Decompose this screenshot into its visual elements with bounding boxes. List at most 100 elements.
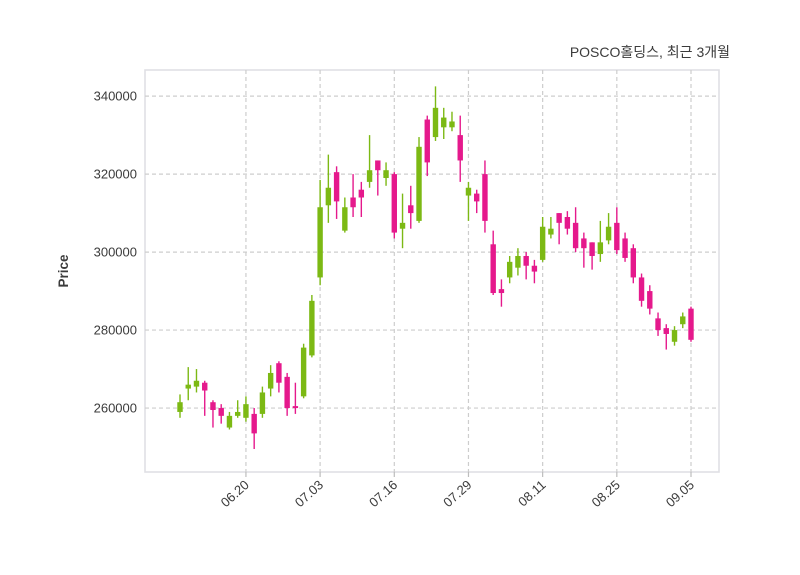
candle [424, 115, 430, 177]
candle-body-down [375, 160, 381, 171]
candle [482, 160, 488, 233]
candle [556, 213, 562, 245]
candle-body-up [300, 347, 307, 397]
candle-body-down [663, 328, 669, 334]
x-tick-label: 08.25 [589, 477, 623, 510]
candle [531, 259, 538, 284]
candle-body-up [243, 404, 249, 418]
candle-body-down [350, 197, 356, 208]
candle [408, 185, 414, 229]
candle-body-up [432, 107, 439, 138]
candle-body-up [325, 187, 332, 206]
candle [416, 137, 422, 223]
candle-body-down [523, 255, 529, 266]
candle [622, 232, 628, 262]
candle [572, 207, 579, 253]
candle [663, 324, 669, 350]
candle [251, 408, 257, 449]
candle [366, 135, 373, 188]
candle [688, 306, 694, 342]
y-tick-label: 260000 [94, 401, 137, 416]
candle [317, 179, 323, 286]
candle-body-up [548, 228, 554, 235]
candle-body-down [218, 408, 224, 416]
candle [391, 172, 397, 239]
candle [548, 216, 554, 239]
candle [597, 220, 604, 262]
candle [432, 86, 439, 141]
candle-body-down [210, 402, 216, 411]
candle [300, 343, 307, 399]
candle [498, 279, 505, 307]
candle-body-up [399, 222, 406, 229]
candle-body-up [539, 226, 546, 260]
candle [375, 160, 381, 196]
candle [259, 386, 266, 418]
candle [177, 394, 183, 418]
candle [185, 367, 191, 401]
candle [243, 396, 249, 422]
candle-body-down [292, 406, 299, 409]
candle-body-up [226, 415, 233, 428]
candle-body-down [251, 413, 257, 434]
candle [218, 404, 224, 424]
candle-body-up [267, 372, 274, 389]
candle [589, 242, 595, 270]
x-tick-label: 09.05 [663, 477, 697, 510]
candle-body-down [474, 193, 480, 202]
candle-body-down [622, 238, 628, 258]
candle [292, 382, 299, 414]
candle [399, 193, 406, 249]
candle-body-down [564, 216, 571, 229]
candle [350, 174, 356, 217]
candle [474, 189, 480, 214]
candle [267, 365, 274, 397]
candle-body-up [449, 121, 455, 128]
candle-body-down [581, 238, 587, 249]
candle-body-down [647, 291, 653, 309]
candle-body-down [202, 382, 208, 391]
plot-area [144, 69, 720, 473]
y-tick-label: 280000 [94, 323, 137, 338]
chart-title: POSCO홀딩스, 최근 3개월 [570, 44, 730, 60]
candle-body-up [366, 170, 373, 182]
candle [309, 294, 315, 358]
candle-body-up [193, 380, 200, 387]
candle [465, 181, 472, 221]
candle [655, 312, 661, 336]
candle-body-down [556, 213, 562, 223]
candle-body-up [671, 330, 678, 342]
candle [457, 115, 463, 182]
axis-labels: 260000 280000 300000 320000 340000 06.20 07.03… [94, 89, 697, 510]
axis-ticks [245, 472, 692, 477]
candle [333, 166, 340, 219]
candle [284, 372, 290, 416]
candle-body-up [177, 402, 183, 412]
candle-body-down [276, 363, 282, 383]
candle [680, 312, 686, 329]
candle-body-down [408, 205, 414, 214]
candle-body-up [234, 411, 241, 416]
candle-body-down [358, 189, 365, 198]
candle [342, 197, 348, 233]
candle-body-down [638, 277, 645, 301]
candle-body-down [688, 308, 694, 340]
y-tick-label: 320000 [94, 167, 137, 182]
candle [515, 248, 521, 276]
candle-body-up [309, 300, 315, 356]
candle [193, 369, 200, 393]
x-tick-label: 08.11 [515, 477, 549, 509]
candle-body-down [333, 172, 340, 202]
candle-body-up [383, 170, 389, 179]
candle-body-down [498, 289, 505, 294]
candle-body-up [259, 392, 266, 414]
candle-body-down [424, 119, 430, 163]
candle [358, 181, 365, 217]
candle [506, 255, 513, 284]
x-tick-label: 07.03 [292, 477, 326, 510]
candle-body-up [416, 146, 422, 221]
candle [383, 162, 389, 186]
candle-body-up [506, 261, 513, 278]
candle-body-down [531, 265, 538, 272]
candle [202, 380, 208, 416]
